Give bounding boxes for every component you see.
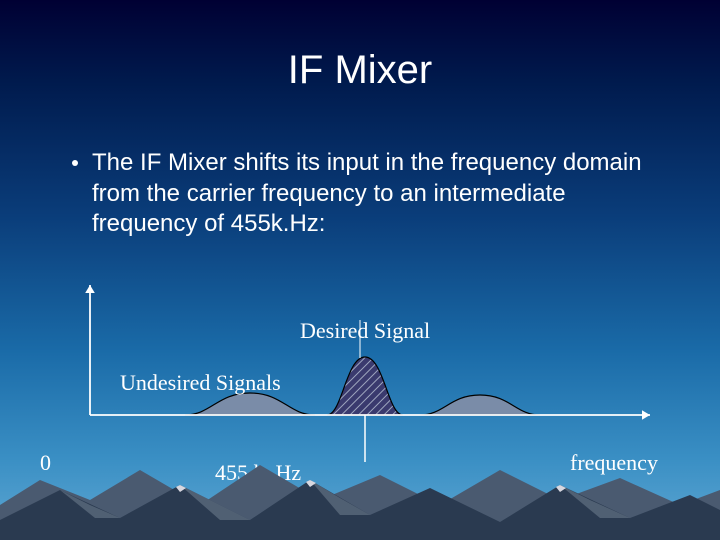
- bullet-list: The IF Mixer shifts its input in the fre…: [72, 148, 660, 240]
- slide-title: IF Mixer: [0, 48, 720, 93]
- label-undesired-signals: Undesired Signals: [120, 370, 281, 396]
- mountain-decoration: [0, 450, 720, 540]
- slide: IF Mixer The IF Mixer shifts its input i…: [0, 0, 720, 540]
- label-desired-signal: Desired Signal: [300, 318, 430, 344]
- bullet-dot-icon: [72, 160, 78, 166]
- bullet-item: The IF Mixer shifts its input in the fre…: [72, 148, 660, 240]
- bullet-text: The IF Mixer shifts its input in the fre…: [92, 148, 660, 240]
